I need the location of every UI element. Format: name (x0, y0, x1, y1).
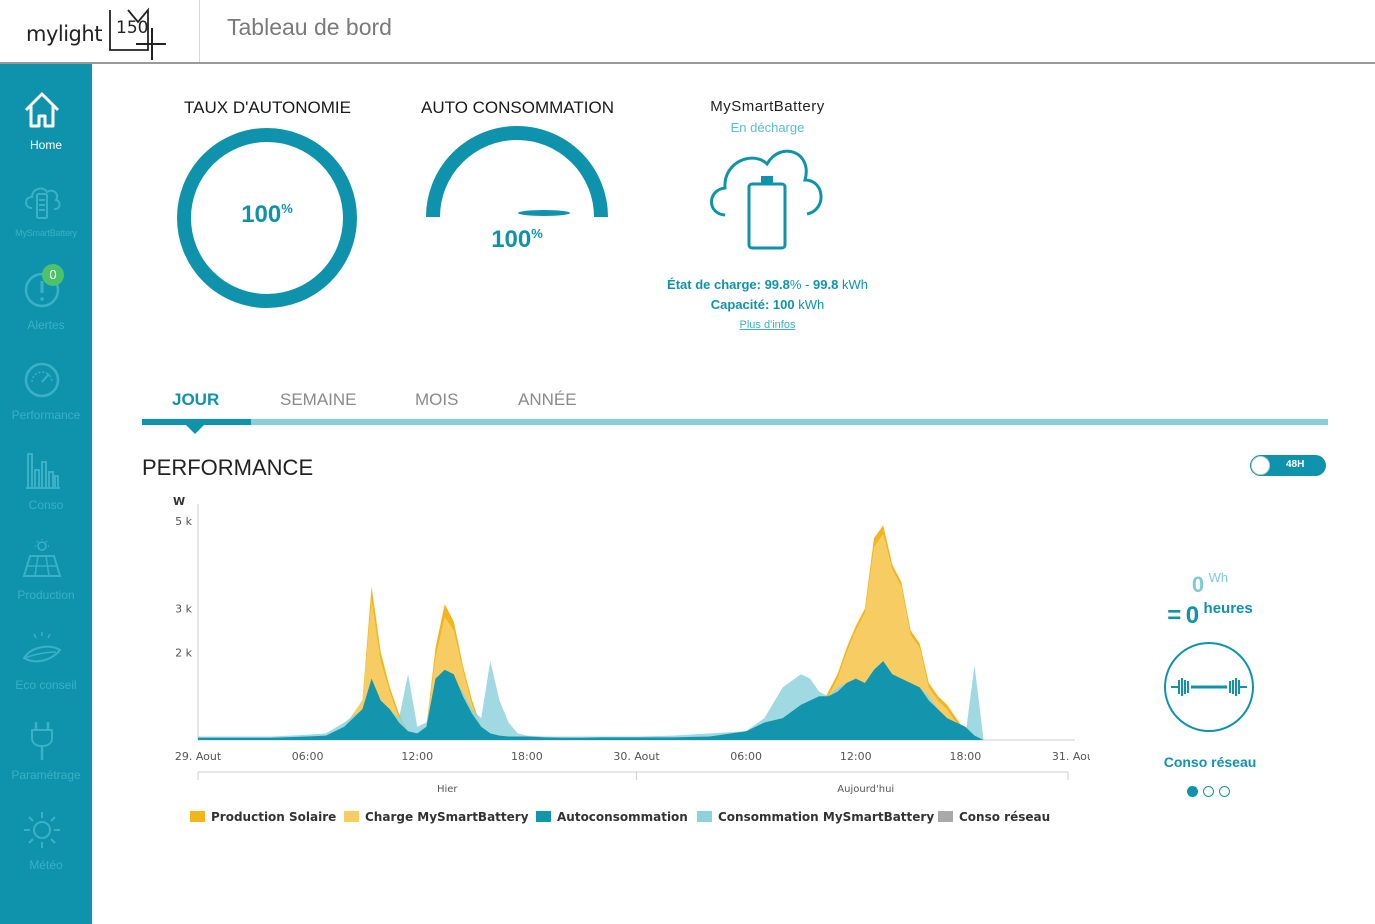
sidebar-item-label: Paramétrage (11, 768, 81, 782)
period-label: Hier (437, 784, 458, 795)
carousel-dot[interactable] (1219, 786, 1230, 797)
legend-item-consommation-battery[interactable]: Consommation MySmartBattery (697, 810, 934, 826)
sidebar-item-eco-conseil[interactable]: Eco conseil (0, 628, 92, 718)
x-tick-label: 18:00 (950, 750, 982, 763)
autonomy-value: 100% (241, 201, 293, 228)
y-axis-label: W (173, 495, 185, 508)
active-tab-indicator (142, 419, 251, 425)
sidebar: Home MySmartBattery Alertes Performance (0, 64, 92, 924)
more-info-link[interactable]: Plus d'infos (739, 319, 796, 331)
sidebar-item-parametrage[interactable]: Paramétrage (0, 718, 92, 808)
sidebar-item-performance[interactable]: Performance (0, 358, 92, 448)
sun-icon (24, 812, 60, 848)
sidebar-item-home[interactable]: Home (0, 88, 92, 178)
self-consumption-value: 100% (491, 226, 543, 253)
legend-swatch (938, 811, 953, 822)
tab-semaine[interactable]: SEMAINE (280, 390, 357, 409)
legend-swatch (697, 811, 712, 822)
autonomy-ring (177, 128, 357, 308)
x-tick-label: 12:00 (401, 750, 433, 763)
top-header: mylight 150 Tableau de bord (0, 0, 1375, 64)
logo-mark-icon (109, 7, 166, 60)
cloud-battery-icon (710, 149, 823, 250)
legend-item-conso-reseau[interactable]: Conso réseau (938, 810, 1050, 826)
battery-title: MySmartBattery (710, 98, 825, 115)
home-icon (24, 92, 60, 128)
sidebar-item-conso[interactable]: Conso (0, 448, 92, 538)
sidebar-item-label: Home (29, 138, 62, 152)
leaf-icon (22, 632, 62, 663)
period-label: Aujourd'hui (837, 784, 894, 795)
legend-swatch (190, 811, 205, 822)
solar-panel-icon (22, 539, 62, 577)
grid-energy-wh: 0 Wh (1191, 570, 1229, 597)
power-grid-icon (1164, 642, 1254, 732)
legend-item-autoconsommation[interactable]: Autoconsommation (536, 810, 688, 826)
plug-icon (31, 722, 53, 760)
active-tab-caret (186, 425, 204, 434)
sidebar-item-label: Conso (28, 498, 64, 512)
gauge-needle (518, 210, 570, 216)
sidebar-item-label: MySmartBattery (15, 228, 77, 238)
48h-toggle[interactable]: 48H (1250, 455, 1326, 476)
x-tick-label: 06:00 (292, 750, 324, 763)
x-tick-label: 29. Aout (175, 750, 222, 763)
x-tick-label: 06:00 (730, 750, 762, 763)
legend-swatch (536, 811, 551, 822)
carousel-dot[interactable] (1187, 786, 1198, 797)
gauge-icon (24, 362, 60, 398)
sidebar-item-label: Météo (29, 858, 63, 872)
x-tick-label: 18:00 (511, 750, 543, 763)
sidebar-item-mysmartbattery[interactable]: MySmartBattery (0, 178, 92, 268)
sidebar-item-label: Eco conseil (15, 678, 77, 692)
tab-jour[interactable]: JOUR (172, 390, 220, 409)
legend-swatch (344, 811, 359, 822)
y-tick-label: 2 k (175, 646, 192, 659)
sidebar-item-meteo[interactable]: Météo (0, 808, 92, 898)
legend-item-production-solaire[interactable]: Production Solaire (190, 810, 336, 826)
tab-mois[interactable]: MOIS (415, 390, 459, 409)
battery-charge-state: État de charge: 99.8% - 99.8 kWh (667, 277, 868, 292)
conso-reseau-label: Conso réseau (1163, 754, 1257, 770)
sidebar-item-production[interactable]: Production (0, 538, 92, 628)
battery-capacity: Capacité: 100 kWh (710, 297, 825, 312)
self-consumption-title: AUTO CONSOMMATION (421, 98, 614, 117)
cloud-battery-icon (25, 187, 61, 219)
mylight-logo[interactable]: mylight 150 (24, 6, 174, 60)
toggle-knob (1251, 456, 1270, 475)
x-tick-label: 12:00 (840, 750, 872, 763)
y-tick-label: 3 k (175, 602, 192, 615)
legend-item-charge-battery[interactable]: Charge MySmartBattery (344, 810, 529, 826)
y-tick-label: 5 k (175, 515, 192, 528)
x-tick-label: 30. Aout (613, 750, 660, 763)
carousel-dot[interactable] (1203, 786, 1214, 797)
sidebar-item-alertes[interactable]: Alertes (0, 268, 92, 358)
self-consumption-gauge (426, 126, 608, 218)
grid-energy-hours: = 0 heures (1167, 600, 1253, 629)
tabs-underline (142, 419, 1328, 425)
performance-title: PERFORMANCE (142, 455, 314, 480)
battery-status: En décharge (730, 120, 805, 135)
header-divider (199, 0, 200, 62)
alert-count-badge: 0 (42, 264, 64, 286)
bar-chart-icon (26, 453, 60, 489)
sidebar-item-label: Production (17, 588, 75, 602)
tab-annee[interactable]: ANNÉE (518, 390, 577, 409)
x-tick-label: 31. Aout (1052, 750, 1090, 763)
brand-number: 150 (116, 18, 149, 38)
brand-name: mylight (26, 22, 102, 46)
carousel-dots (1187, 786, 1237, 798)
toggle-label: 48H (1286, 459, 1305, 470)
series-area-2 (198, 661, 1021, 740)
performance-chart: W 2 k 3 k 5 k 29. Aout 06:00 12:00 18:00 30. Aou… (173, 495, 1090, 795)
sidebar-item-label: Performance (11, 408, 81, 422)
autonomy-title: TAUX D'AUTONOMIE (184, 98, 351, 117)
page-title: Tableau de bord (227, 14, 392, 40)
sidebar-item-label: Alertes (27, 318, 65, 332)
